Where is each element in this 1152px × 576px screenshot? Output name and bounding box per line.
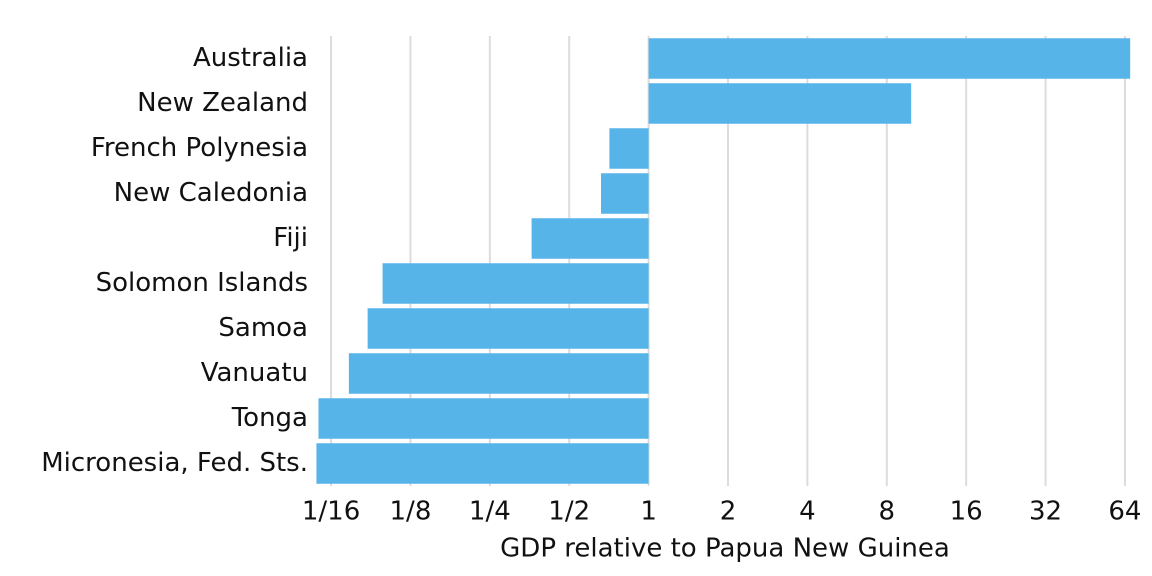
x-tick-label: 64 [1108, 497, 1141, 527]
x-tick-label: 8 [878, 497, 895, 527]
x-tick-label: 2 [720, 497, 737, 527]
y-tick-label: Micronesia, Fed. Sts. [41, 448, 308, 478]
y-tick-label: Vanuatu [201, 358, 308, 388]
x-tick-label: 1/8 [390, 497, 432, 527]
y-tick-label: Australia [193, 43, 308, 73]
bar [382, 263, 649, 304]
x-tick-label: 1/4 [469, 497, 511, 527]
x-tick-label: 4 [799, 497, 816, 527]
y-tick-label: Samoa [218, 313, 308, 343]
bar [318, 398, 649, 439]
x-tick-label: 1/2 [548, 497, 590, 527]
bar [648, 83, 912, 124]
bar [601, 173, 649, 214]
bar [609, 128, 649, 169]
bar [348, 353, 649, 394]
bar [316, 443, 649, 484]
x-tick-label: 1 [640, 497, 657, 527]
y-tick-label: Fiji [273, 223, 308, 253]
y-tick-label: Tonga [231, 403, 308, 433]
y-tick-label: New Caledonia [114, 178, 308, 208]
bar [531, 218, 649, 259]
x-axis-title: GDP relative to Papua New Guinea [500, 534, 950, 564]
x-tick-label: 16 [950, 497, 983, 527]
y-tick-label: Solomon Islands [96, 268, 308, 298]
x-tick-label: 1/16 [302, 497, 360, 527]
x-tick-label: 32 [1029, 497, 1062, 527]
y-tick-label: French Polynesia [91, 133, 308, 163]
bar [648, 38, 1131, 79]
bar [367, 308, 649, 349]
y-tick-label: New Zealand [137, 88, 308, 118]
